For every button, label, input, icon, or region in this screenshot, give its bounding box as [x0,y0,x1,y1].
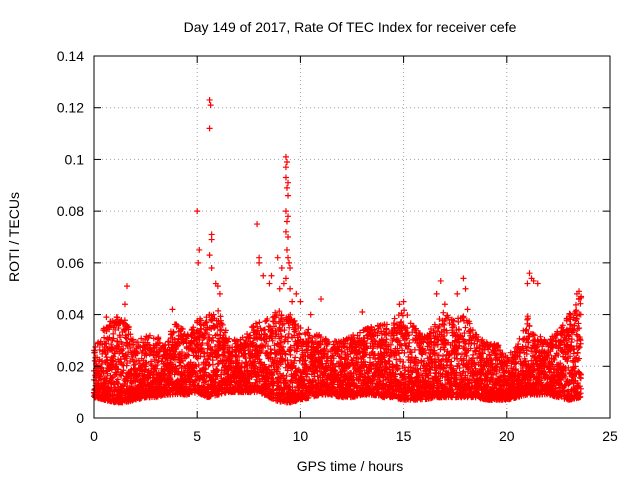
data-point [129,336,136,343]
data-point [128,380,135,387]
data-point [119,340,126,347]
data-point [170,329,177,336]
data-point [400,359,407,366]
data-point [156,340,163,347]
data-point [119,361,126,368]
data-point [115,325,122,332]
data-points [90,96,585,406]
data-point [122,332,129,339]
data-point [120,367,127,374]
data-point [124,360,131,367]
data-point [146,332,153,339]
data-point [123,335,130,342]
data-point [134,373,141,380]
data-point [138,335,145,342]
data-point [167,376,174,383]
data-point [115,380,122,387]
data-point [113,371,120,378]
data-point [103,340,110,347]
data-point [127,331,134,338]
data-point [209,361,216,368]
data-point [97,338,104,345]
data-point [165,338,172,345]
data-point [125,324,132,331]
data-point [103,375,110,382]
data-point [155,335,162,342]
data-point [173,323,180,330]
data-point [123,353,130,360]
data-point [449,321,456,328]
data-point [161,372,168,379]
data-point [129,337,136,344]
data-point [285,331,292,338]
data-point [118,359,125,366]
data-point [120,345,127,352]
data-point [404,312,411,319]
data-point [133,350,140,357]
data-point [215,307,222,314]
data-point [110,335,117,342]
data-point [152,365,159,372]
data-point [160,342,167,349]
data-point [305,326,312,333]
data-point [104,356,111,363]
data-point [129,356,136,363]
data-point [143,359,150,366]
grid-lines [94,56,610,418]
data-point [146,342,153,349]
data-point [117,334,124,341]
data-point [121,317,128,324]
data-point [119,370,126,377]
data-point [101,334,108,341]
data-point [91,349,98,356]
chart-title: Day 149 of 2017, Rate Of TEC Index for r… [184,19,517,35]
data-point [92,344,99,351]
data-point [461,343,468,350]
data-point [127,345,134,352]
data-point [391,315,398,322]
data-point [110,357,117,364]
data-point [112,326,119,333]
data-point [104,370,111,377]
